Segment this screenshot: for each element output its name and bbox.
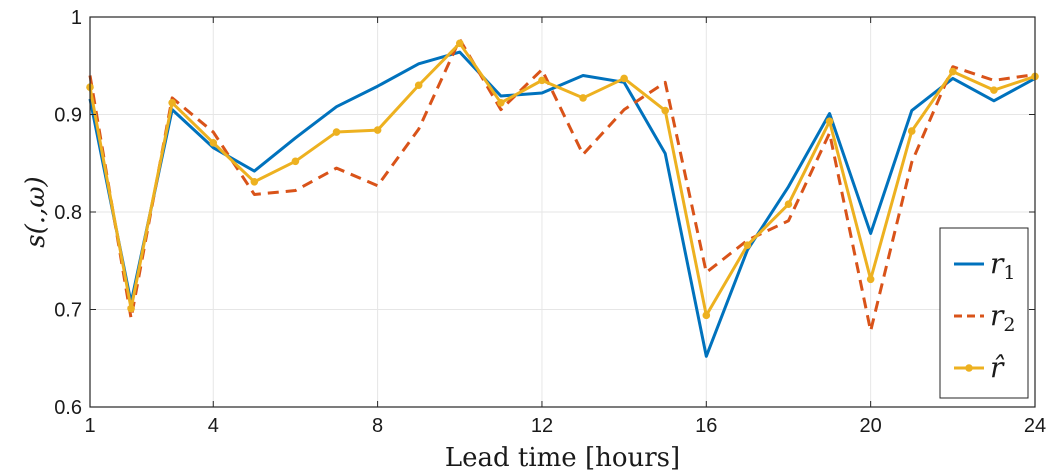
x-tick-label: 16	[695, 415, 717, 437]
series-2	[88, 37, 1036, 333]
legend-label: r2	[990, 299, 1015, 336]
legend-item-3: r̂	[954, 351, 1005, 384]
series-3	[86, 39, 1039, 320]
y-tick-label: 0.6	[54, 397, 82, 419]
legend-symbol: r	[990, 247, 1005, 280]
legend-symbol: r	[990, 299, 1005, 332]
data-point	[127, 304, 135, 313]
data-point	[373, 126, 382, 134]
y-tick-label: 0.8	[54, 202, 82, 224]
legend-item-1: r1	[954, 247, 1015, 284]
data-point	[291, 157, 300, 166]
data-point	[168, 99, 176, 107]
data-point	[702, 311, 711, 320]
series-layer	[86, 37, 1039, 358]
x-tick-label: 20	[860, 415, 882, 437]
data-point	[579, 94, 587, 102]
data-point	[866, 275, 875, 284]
legend-label: r̂	[990, 351, 1005, 384]
x-tick-label: 12	[531, 415, 553, 437]
x-tick-label: 8	[372, 415, 383, 437]
data-point	[497, 99, 505, 107]
data-point	[538, 76, 546, 85]
data-point	[209, 138, 218, 147]
x-tick-label: 1	[84, 415, 95, 437]
y-tick-label: 0.9	[54, 105, 82, 127]
data-point	[455, 39, 464, 48]
data-point	[743, 241, 752, 249]
grid	[89, 16, 1036, 408]
legend-label: r1	[990, 247, 1015, 284]
series-line-2	[88, 37, 1036, 333]
legend-symbol: r̂	[990, 351, 1005, 384]
data-point	[784, 200, 793, 208]
x-axis-title: Lead time [hours]	[445, 443, 680, 473]
legend-subscript: 1	[1003, 262, 1015, 284]
tick-labels: 1 4 8 12 16 20 240.60.70.80.91	[54, 7, 1046, 437]
legend-item-2: r2	[954, 299, 1015, 336]
ticks	[89, 16, 1036, 408]
legend-subscript: 2	[1003, 314, 1015, 336]
data-point	[620, 74, 628, 83]
x-tick-label: 24	[1024, 415, 1046, 437]
x-tick-label: 4	[208, 415, 219, 437]
data-point	[990, 86, 998, 94]
data-point	[661, 106, 670, 115]
series-1	[88, 50, 1036, 358]
data-point	[825, 117, 834, 126]
data-point	[332, 128, 341, 136]
data-point	[907, 127, 916, 135]
series-line-3	[88, 41, 1036, 317]
legend-marker	[965, 364, 973, 372]
legend-box	[939, 227, 1029, 399]
y-tick-label: 1	[71, 7, 82, 29]
data-point	[414, 81, 423, 90]
y-axis-title: s(.,ω)	[21, 176, 51, 247]
data-point	[250, 177, 259, 186]
data-point	[949, 67, 957, 76]
y-tick-label: 0.7	[54, 300, 82, 322]
series-line-1	[88, 50, 1036, 358]
